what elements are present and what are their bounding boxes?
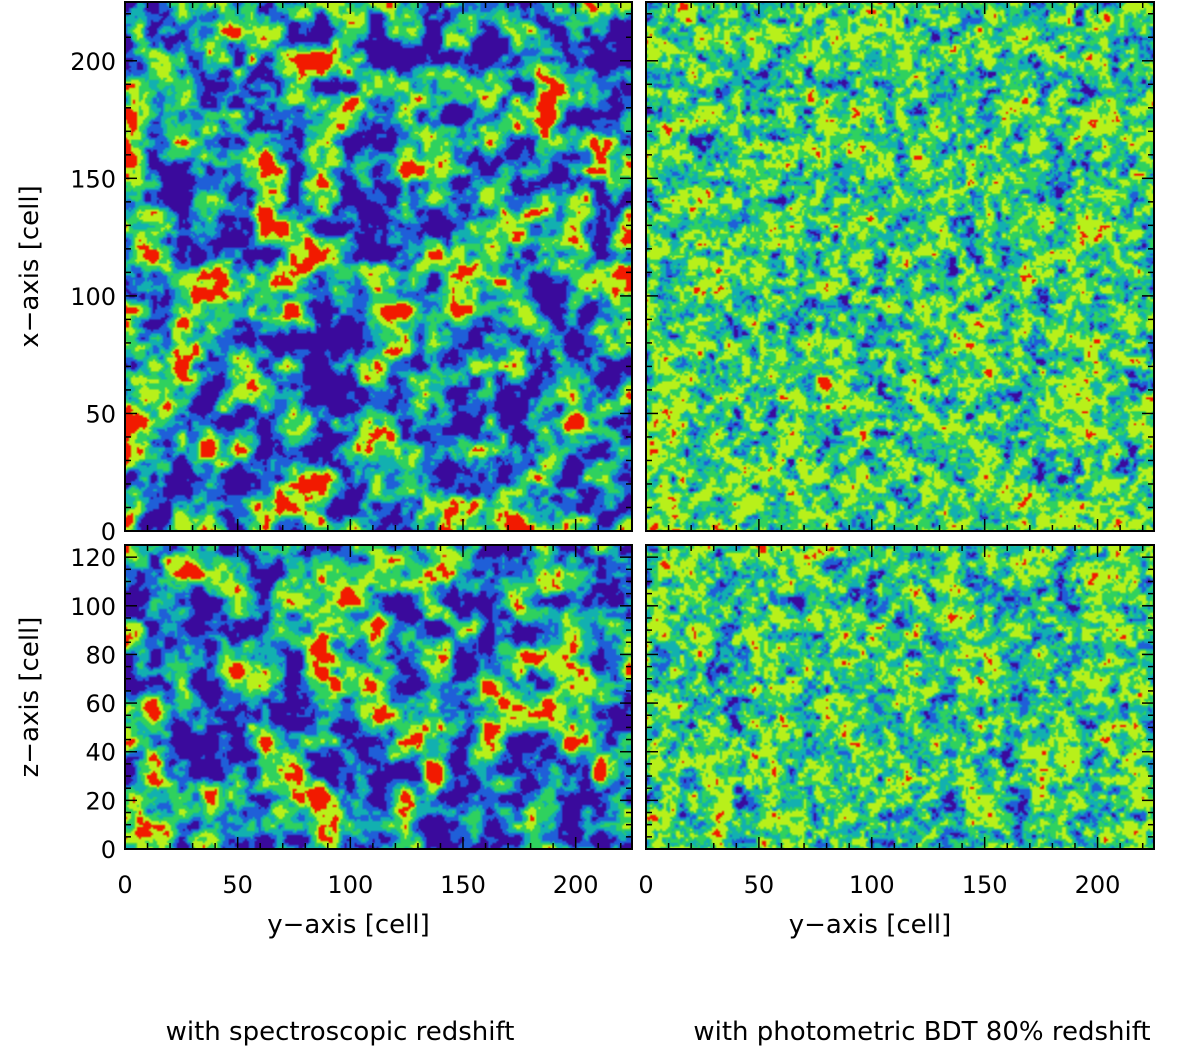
heatmap-image [125,2,632,531]
heatmap-image [646,2,1154,531]
x-tick-label: 150 [962,871,1008,899]
y-tick-label: 200 [70,48,116,76]
x-tick-label: 200 [1075,871,1121,899]
panel-frame [645,1,1155,532]
caption-right: with photometric BDT 80% redshift [693,1017,1150,1047]
heatmap-image [646,545,1154,849]
x-tick-label: 50 [744,871,775,899]
y-tick-label: 150 [70,165,116,193]
panel-bottom-right: 0 50 100 150 200 [638,544,1155,899]
caption-left: with spectroscopic redshift [166,1017,515,1047]
x-tick-label: 100 [327,871,373,899]
axis-labels: x−axis [cell] z−axis [cell] y−axis [cell] y… [15,185,951,940]
y-axis-label: x−axis [cell] [15,185,45,348]
x-axis-label: y−axis [cell] [789,910,952,940]
heatmap-image [125,545,632,849]
panel-frame [645,544,1155,850]
y-tick-label: 100 [70,283,116,311]
x-tick-label: 0 [638,871,653,899]
y-tick-label: 100 [70,593,116,621]
panel-frame [124,1,633,532]
panel-bottom-left: 0 20 40 60 80 100 120 0 50 100 150 200 [70,544,633,899]
y-tick-label: 80 [85,641,116,669]
y-tick-label: 40 [85,739,116,767]
x-tick-label: 150 [440,871,486,899]
x-tick-label: 100 [849,871,895,899]
panel-frame [124,544,633,850]
x-axis-label: y−axis [cell] [267,910,430,940]
y-tick-label: 0 [101,518,116,546]
y-tick-label: 0 [101,836,116,864]
y-axis-label: z−axis [cell] [15,617,45,778]
y-tick-label: 50 [85,400,116,428]
panel-top-right [645,1,1155,532]
x-tick-label: 200 [553,871,599,899]
y-tick-label: 120 [70,544,116,572]
x-tick-label: 50 [222,871,253,899]
panel-top-left: 0 50 100 150 200 [70,1,633,546]
y-tick-label: 20 [85,787,116,815]
y-tick-label: 60 [85,690,116,718]
x-tick-label: 0 [117,871,132,899]
